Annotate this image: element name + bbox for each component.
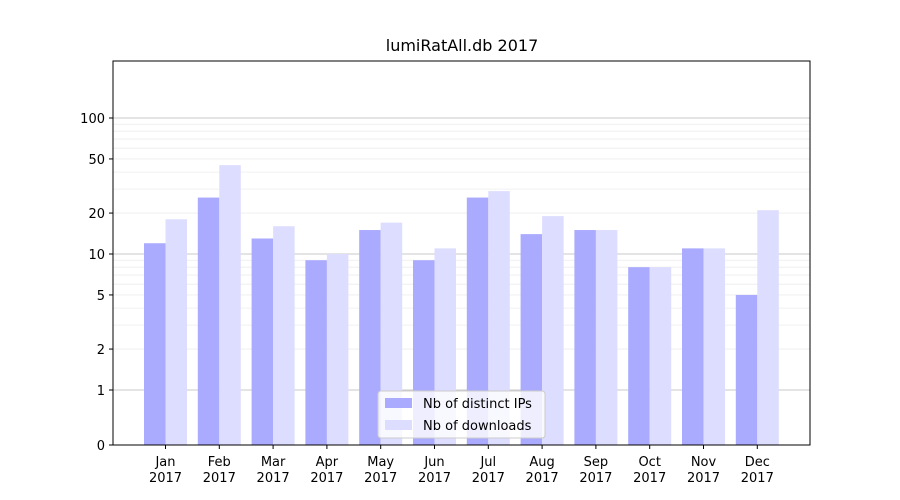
y-tick-label: 5 [97, 289, 105, 304]
legend-label-downloads: Nb of downloads [423, 419, 532, 434]
bar-distinct-ips-sep [574, 230, 596, 445]
plot-frame [112, 60, 811, 446]
x-tick-label-month: Feb [208, 455, 231, 470]
bar-downloads-oct [649, 267, 672, 445]
bar-distinct-ips-jul [466, 197, 489, 445]
legend-swatch-downloads [385, 420, 412, 430]
x-tick-label-month: Jun [423, 455, 444, 470]
bar-distinct-ips-feb [197, 197, 220, 445]
y-axis: 0 1 2 5 10 20 50 100 [80, 112, 113, 454]
x-tick-label-month: Jul [479, 455, 496, 470]
bar-distinct-ips-apr [305, 260, 327, 445]
legend-swatch-distinct-ips [385, 398, 412, 408]
x-tick-label-month: Apr [316, 455, 339, 470]
x-tick-label-year: 2017 [257, 471, 290, 486]
x-tick-label-month: May [367, 455, 394, 470]
bar-downloads-dec [757, 210, 779, 445]
x-tick-label-year: 2017 [579, 471, 612, 486]
y-tick-label: 10 [88, 248, 105, 263]
bar-distinct-ips-jan [144, 243, 166, 445]
bar-downloads-feb [219, 165, 241, 446]
chart-title: lumiRatAll.db 2017 [386, 36, 539, 55]
x-tick-label-month: Dec [745, 455, 770, 470]
y-tick-label: 50 [88, 153, 105, 168]
x-tick-label-year: 2017 [310, 471, 343, 486]
bar-downloads-jan [165, 219, 187, 445]
x-tick-label-month: Nov [691, 455, 717, 470]
x-tick-label-month: Jan [154, 455, 175, 470]
bars [144, 165, 779, 446]
legend-label-distinct-ips: Nb of distinct IPs [423, 397, 532, 412]
x-tick-label-month: Aug [529, 455, 554, 470]
bar-downloads-nov [703, 248, 725, 445]
x-tick-label-year: 2017 [203, 471, 236, 486]
bar-distinct-ips-nov [682, 248, 704, 445]
x-tick-label-year: 2017 [418, 471, 451, 486]
x-tick-label-month: Oct [638, 455, 660, 470]
bar-downloads-may [380, 222, 403, 445]
legend-box [377, 390, 546, 439]
bar-downloads-mar [273, 226, 295, 445]
x-tick-label-year: 2017 [687, 471, 720, 486]
bar-downloads-aug [542, 216, 564, 445]
y-tick-label: 100 [80, 112, 105, 127]
x-tick-label-year: 2017 [472, 471, 505, 486]
x-tick-label-year: 2017 [526, 471, 559, 486]
bar-downloads-apr [326, 254, 349, 445]
y-tick-label: 20 [88, 207, 105, 222]
x-tick-label-year: 2017 [149, 471, 182, 486]
x-axis: Jan2017Feb2017Mar2017Apr2017May2017Jun20… [149, 445, 774, 486]
y-tick-label: 0 [97, 439, 105, 454]
x-tick-label-year: 2017 [633, 471, 666, 486]
bar-distinct-ips-oct [628, 267, 650, 445]
bar-downloads-sep [595, 230, 618, 445]
bar-distinct-ips-dec [735, 294, 758, 445]
bar-distinct-ips-mar [251, 238, 274, 445]
y-tick-label: 1 [97, 384, 105, 399]
legend: Nb of distinct IPs Nb of downloads [377, 390, 546, 439]
x-tick-label-year: 2017 [364, 471, 397, 486]
x-tick-label-month: Sep [584, 455, 609, 470]
bar-distinct-ips-may [359, 230, 381, 445]
y-tick-label: 2 [97, 343, 105, 358]
x-tick-label-year: 2017 [741, 471, 774, 486]
x-tick-label-month: Mar [261, 455, 286, 470]
bar-downloads-jul [488, 191, 510, 445]
